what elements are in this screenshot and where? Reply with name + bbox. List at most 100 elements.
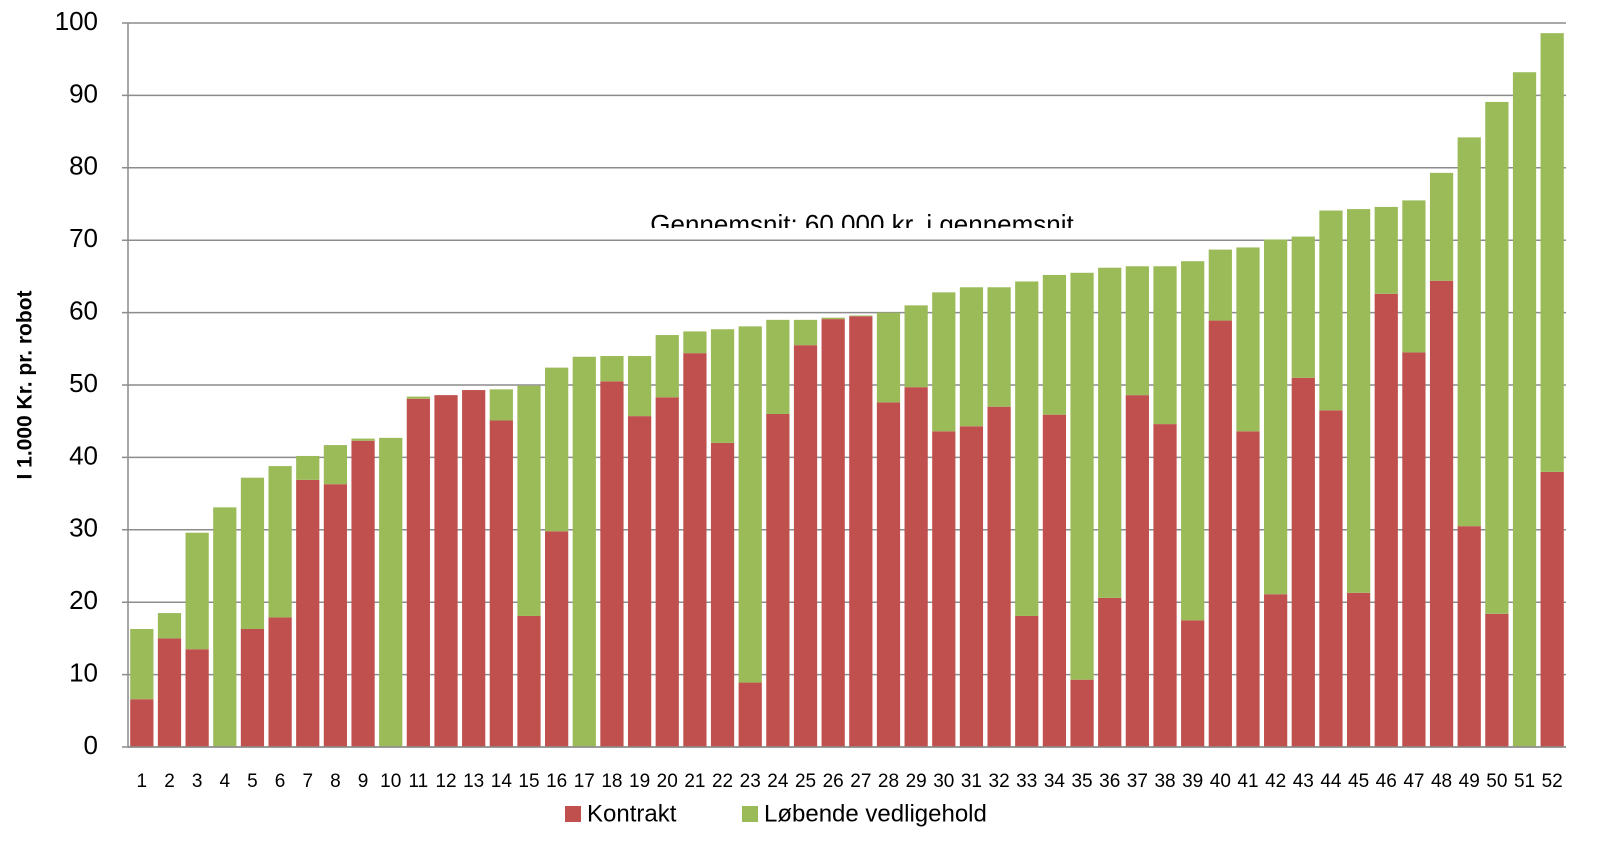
bar-segment [600,356,624,382]
x-tick-label: 4 [219,771,230,792]
bar-segment [296,455,320,480]
bar-segment [876,312,901,403]
bar-segment [1181,620,1205,747]
bar-segment [517,615,541,747]
x-tick-label: 3 [192,771,203,792]
bar-segment [1429,172,1454,281]
bar-segment [683,331,707,354]
x-tick-label: 38 [1154,771,1175,792]
y-tick-label: 70 [69,223,98,253]
y-tick-label: 90 [69,78,98,108]
bar-segment [185,649,209,747]
x-tick-label: 6 [275,771,286,792]
legend-label: Løbende vedligehold [764,800,987,827]
x-tick-label: 18 [601,771,622,792]
x-tick-label: 31 [961,771,982,792]
x-tick-label: 44 [1320,771,1342,792]
bar-segment [1291,377,1315,747]
bar-segment [793,319,818,346]
bar-segment [130,628,154,700]
bar-segment [1346,592,1371,747]
x-tick-label: 39 [1182,771,1203,792]
bar-segment [572,356,596,747]
x-tick-label: 48 [1431,771,1452,792]
bar-segment [959,426,984,747]
bar-segment [1042,414,1067,747]
bar-segment [489,389,513,421]
x-tick-label: 14 [491,771,513,792]
x-tick-label: 24 [767,771,789,792]
y-tick-label: 30 [69,513,98,543]
x-tick-label: 45 [1348,771,1369,792]
bar-segment [462,390,486,747]
bar-segment [1181,261,1205,621]
x-tick-label: 20 [657,771,678,792]
x-tick-label: 13 [463,771,484,792]
bar-segment [130,699,154,747]
bar-segment [185,532,209,650]
y-tick-label: 50 [69,368,98,398]
bar-segment [738,682,762,747]
y-tick-label: 80 [69,151,98,181]
bar-segment [1208,249,1232,321]
y-tick-label: 40 [69,440,98,470]
bar-segment [627,356,652,417]
bar-segment [959,287,984,427]
bar-segment [1208,320,1232,747]
bar-segment [1153,424,1177,747]
x-tick-label: 1 [137,771,148,792]
bar-segment [406,398,430,747]
bar-segment [517,385,541,616]
bar-segment [406,396,430,399]
y-tick-label: 10 [69,657,98,687]
bar-segment [766,319,790,414]
bar-segment [1015,281,1039,616]
x-tick-label: 17 [574,771,595,792]
bar-segment [1236,247,1260,432]
bar-segment [1540,33,1564,472]
bar-segment [1236,431,1260,747]
x-tick-label: 30 [933,771,954,792]
bar-segment [1125,266,1149,396]
bar-segment [351,438,375,441]
bar-segment [1153,266,1177,425]
bar-segment [1402,352,1426,747]
legend-swatch [565,806,581,822]
bar-segment [157,638,182,747]
bar-segment [987,406,1011,747]
bar-segment [932,431,956,747]
bar-segment [323,484,348,747]
bar-segment [1457,526,1481,747]
y-tick-label: 0 [84,730,98,760]
bar-segment [1485,101,1509,614]
x-tick-label: 47 [1403,771,1424,792]
bar-segment [1374,206,1398,294]
bar-segment [710,329,735,443]
legend-swatch [742,806,758,822]
bar-segment [1319,410,1343,747]
bar-segment [655,335,679,398]
bar-segment [1098,267,1122,598]
bar-segment [627,416,652,747]
x-tick-label: 41 [1237,771,1258,792]
bar-segment [1042,274,1067,415]
x-tick-label: 40 [1210,771,1231,792]
bar-segment [1374,293,1398,747]
x-tick-label: 23 [740,771,761,792]
bar-segment [1098,597,1122,747]
x-tick-label: 21 [684,771,705,792]
x-tick-label: 11 [408,771,428,792]
x-tick-label: 8 [330,771,341,792]
bar-segment [213,507,237,747]
bar-segment [1070,679,1094,747]
bar-segment [849,316,873,747]
bar-segment [849,315,873,317]
bar-segment [240,477,265,629]
x-tick-label: 33 [1016,771,1037,792]
bar-segment [766,413,790,747]
bar-segment [1125,395,1149,747]
x-tick-label: 42 [1265,771,1286,792]
bar-segment [434,395,458,747]
bar-segment [655,397,679,747]
